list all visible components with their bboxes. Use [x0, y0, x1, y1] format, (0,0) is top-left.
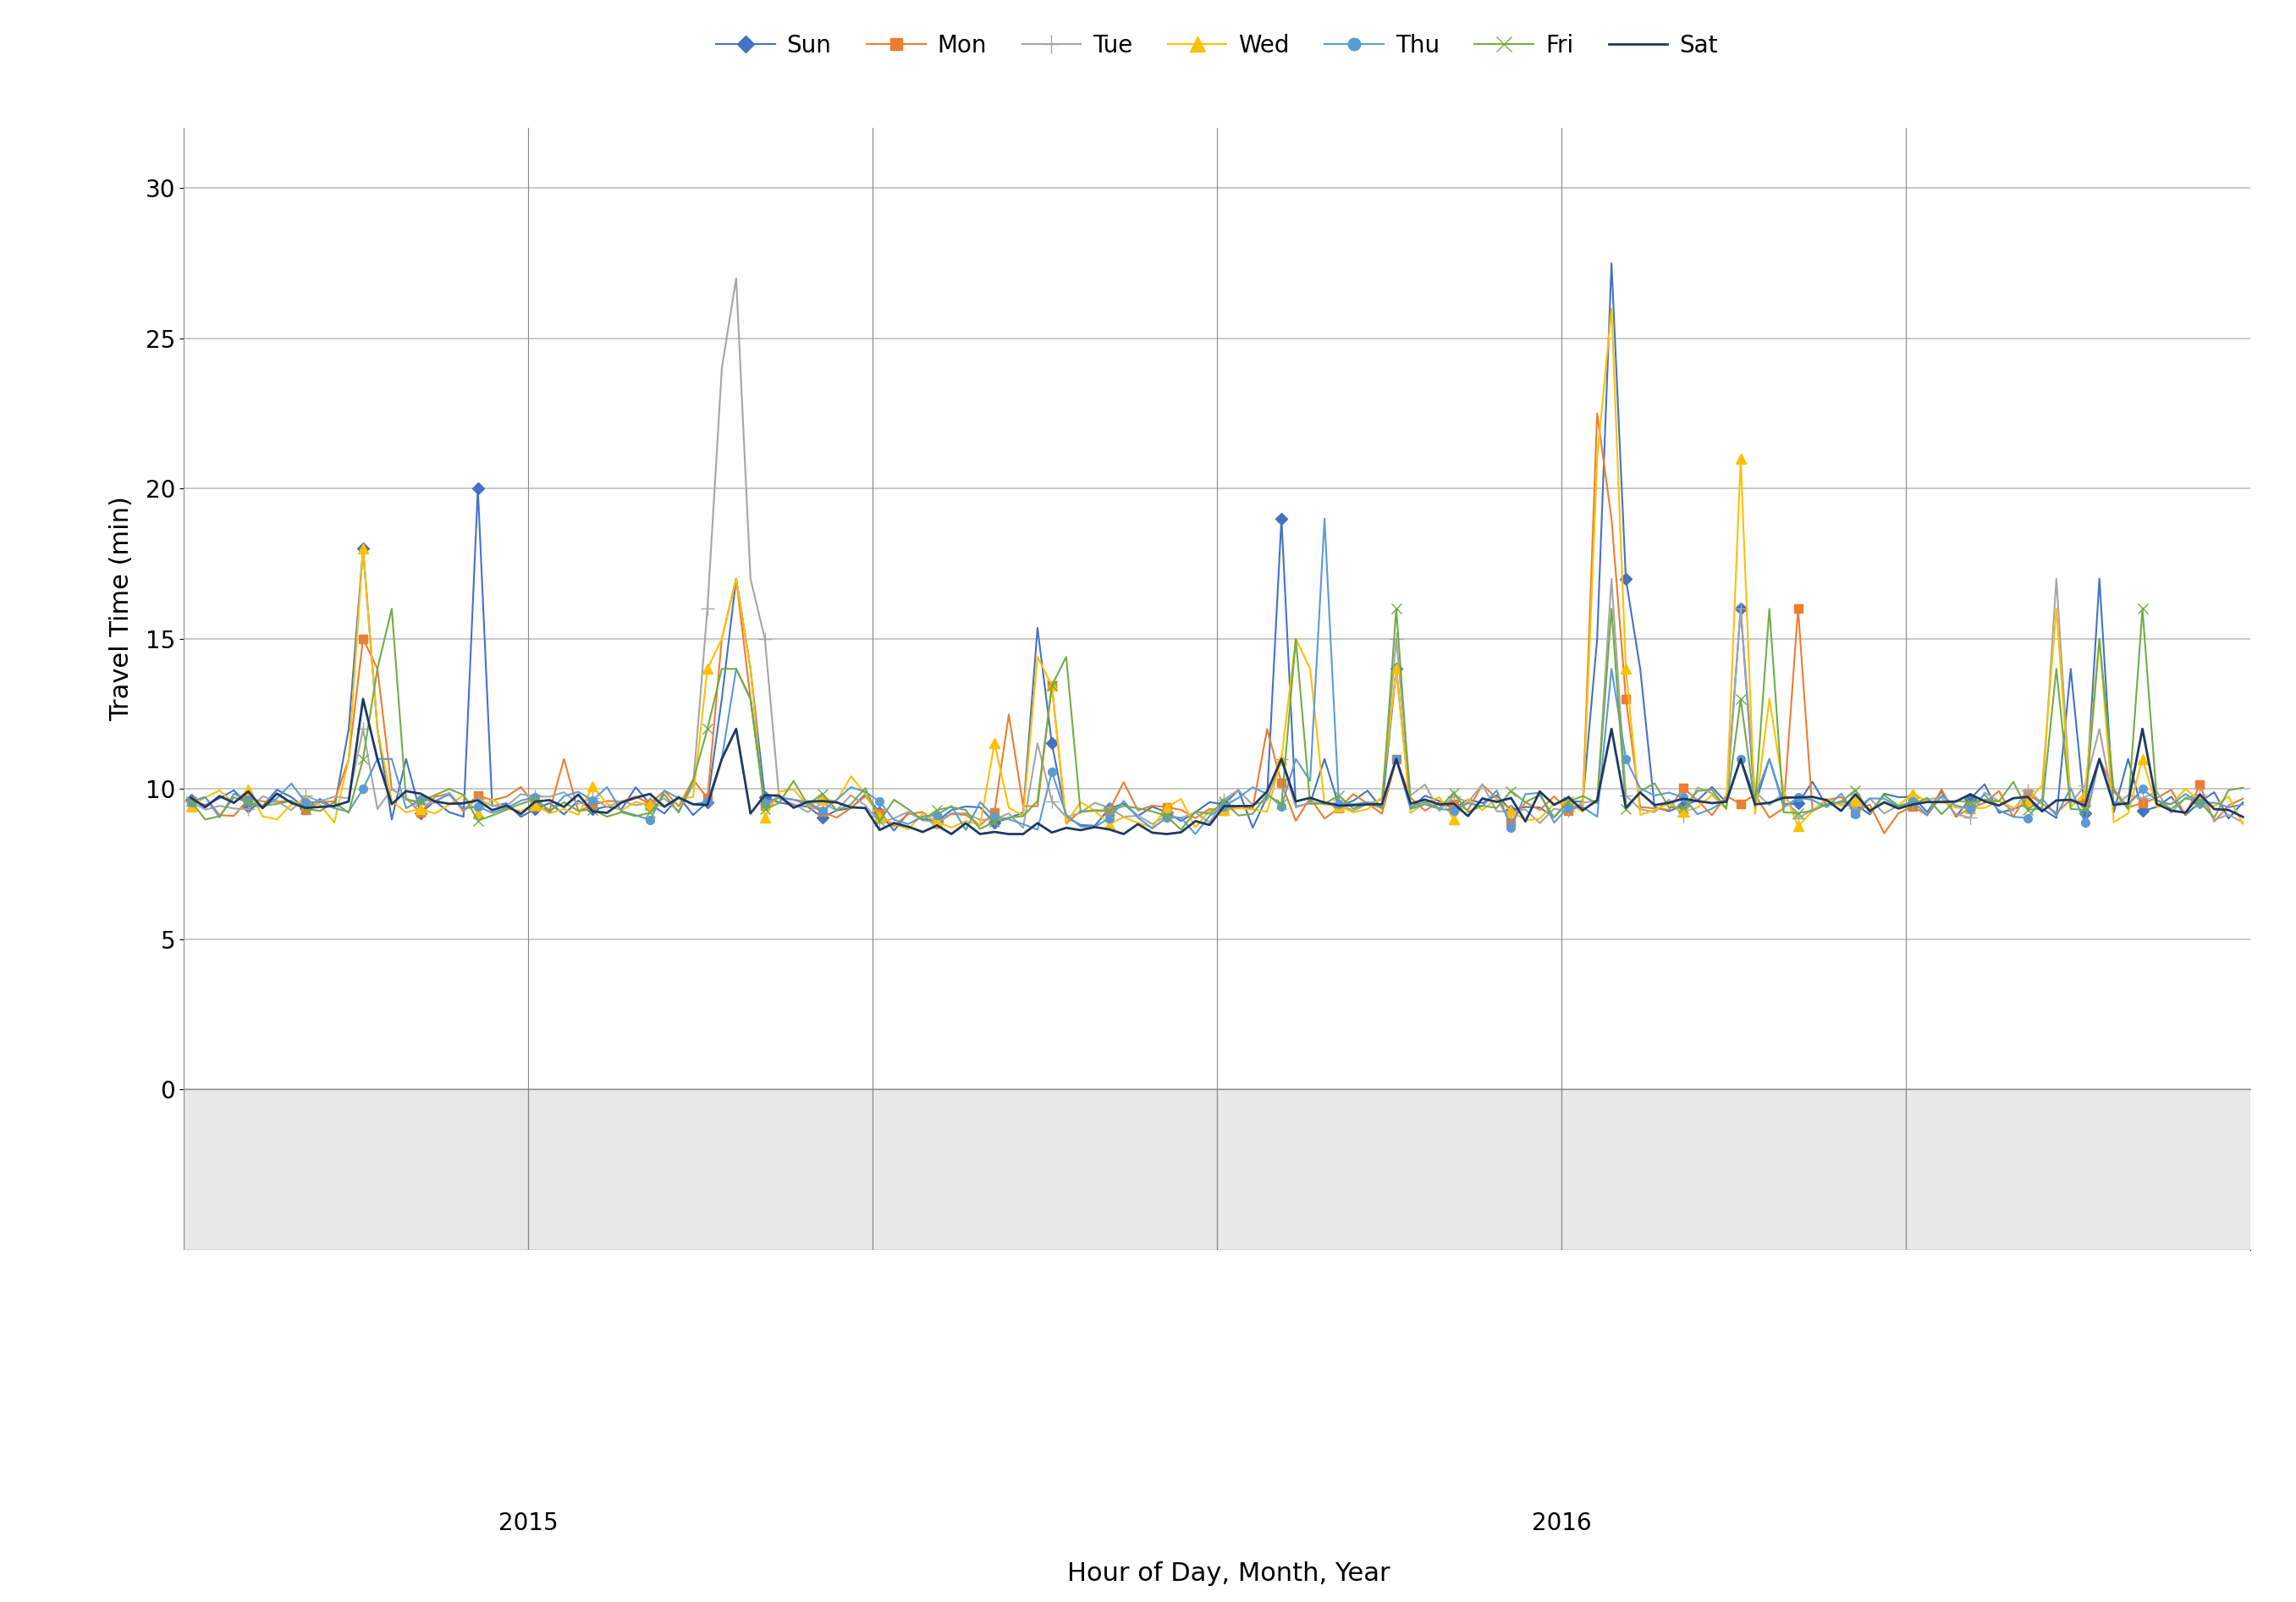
Mon	[1871, 823, 1899, 843]
Tue	[1010, 819, 1038, 838]
Thu	[1669, 788, 1697, 807]
Mon	[177, 791, 204, 811]
Thu	[1182, 825, 1210, 844]
Y-axis label: Travel Time (min): Travel Time (min)	[110, 497, 133, 721]
Sun	[2229, 793, 2257, 812]
Sun	[879, 822, 907, 841]
Fri	[822, 801, 850, 820]
Wed	[2229, 814, 2257, 833]
Tue	[177, 791, 204, 811]
Thu	[1311, 509, 1339, 529]
Mon	[1885, 804, 1913, 823]
Thu	[808, 801, 836, 820]
Wed	[1669, 803, 1697, 822]
Line: Thu: Thu	[186, 514, 2248, 838]
Sat	[1669, 790, 1697, 809]
Line: Fri: Fri	[186, 604, 2248, 835]
Fri	[494, 799, 521, 819]
Thu	[177, 793, 204, 812]
Bar	[1906, 1089, 2250, 1250]
Legend: Sun, Mon, Tue, Wed, Thu, Fri, Sat: Sun, Mon, Tue, Wed, Thu, Fri, Sat	[707, 24, 1727, 67]
Thu	[1855, 788, 1883, 807]
Thu	[321, 798, 349, 817]
Line: Sun: Sun	[186, 260, 2248, 835]
Tue	[1885, 796, 1913, 815]
Tue	[478, 796, 505, 815]
Wed	[808, 790, 836, 809]
Sat	[822, 793, 850, 812]
Mon	[1841, 803, 1869, 822]
Bar	[872, 1089, 1217, 1250]
Tue	[1855, 788, 1883, 807]
Tue	[1669, 806, 1697, 825]
Mon	[321, 791, 349, 811]
Fri	[1885, 796, 1913, 815]
Fri	[321, 793, 349, 812]
Thu	[1885, 798, 1913, 817]
Sun	[1669, 796, 1697, 815]
Bar	[184, 1089, 528, 1250]
Line: Tue: Tue	[184, 272, 2250, 835]
Line: Sat: Sat	[191, 698, 2243, 835]
Text: Hour of Day, Month, Year: Hour of Day, Month, Year	[1068, 1562, 1389, 1586]
Mon	[478, 791, 505, 811]
Fri	[1855, 803, 1883, 822]
Mon	[1584, 404, 1612, 423]
Sat	[494, 796, 521, 815]
Thu	[2229, 795, 2257, 814]
Tue	[2229, 812, 2257, 831]
Fri	[1166, 820, 1194, 839]
Bar	[528, 1089, 872, 1250]
Sat	[937, 825, 964, 844]
Sat	[1855, 801, 1883, 820]
Sun	[177, 790, 204, 809]
Fri	[177, 791, 204, 811]
Tue	[822, 801, 850, 820]
Mon	[808, 803, 836, 822]
Sat	[321, 796, 349, 815]
Sat	[177, 788, 204, 807]
Wed	[321, 814, 349, 833]
Line: Wed: Wed	[186, 303, 2248, 835]
Sun	[1885, 788, 1913, 807]
Sun	[478, 796, 505, 815]
Fri	[1669, 798, 1697, 817]
Bar	[1561, 1089, 1906, 1250]
Thu	[478, 803, 505, 822]
Line: Mon: Mon	[186, 410, 2248, 838]
Wed	[1885, 796, 1913, 815]
Tue	[723, 269, 751, 288]
Sat	[349, 689, 377, 708]
Wed	[1855, 799, 1883, 819]
Mon	[2229, 790, 2257, 809]
Wed	[177, 796, 204, 815]
Sun	[1855, 804, 1883, 823]
Bar	[1217, 1089, 1561, 1250]
Mon	[1655, 801, 1683, 820]
Sat	[1885, 799, 1913, 819]
Fri	[2229, 779, 2257, 798]
Wed	[895, 820, 923, 839]
Sun	[321, 798, 349, 817]
Sun	[808, 807, 836, 827]
Tue	[321, 787, 349, 806]
Wed	[1598, 298, 1626, 317]
Sun	[1598, 253, 1626, 272]
Fri	[379, 599, 406, 618]
Sat	[2229, 807, 2257, 827]
Wed	[478, 790, 505, 809]
